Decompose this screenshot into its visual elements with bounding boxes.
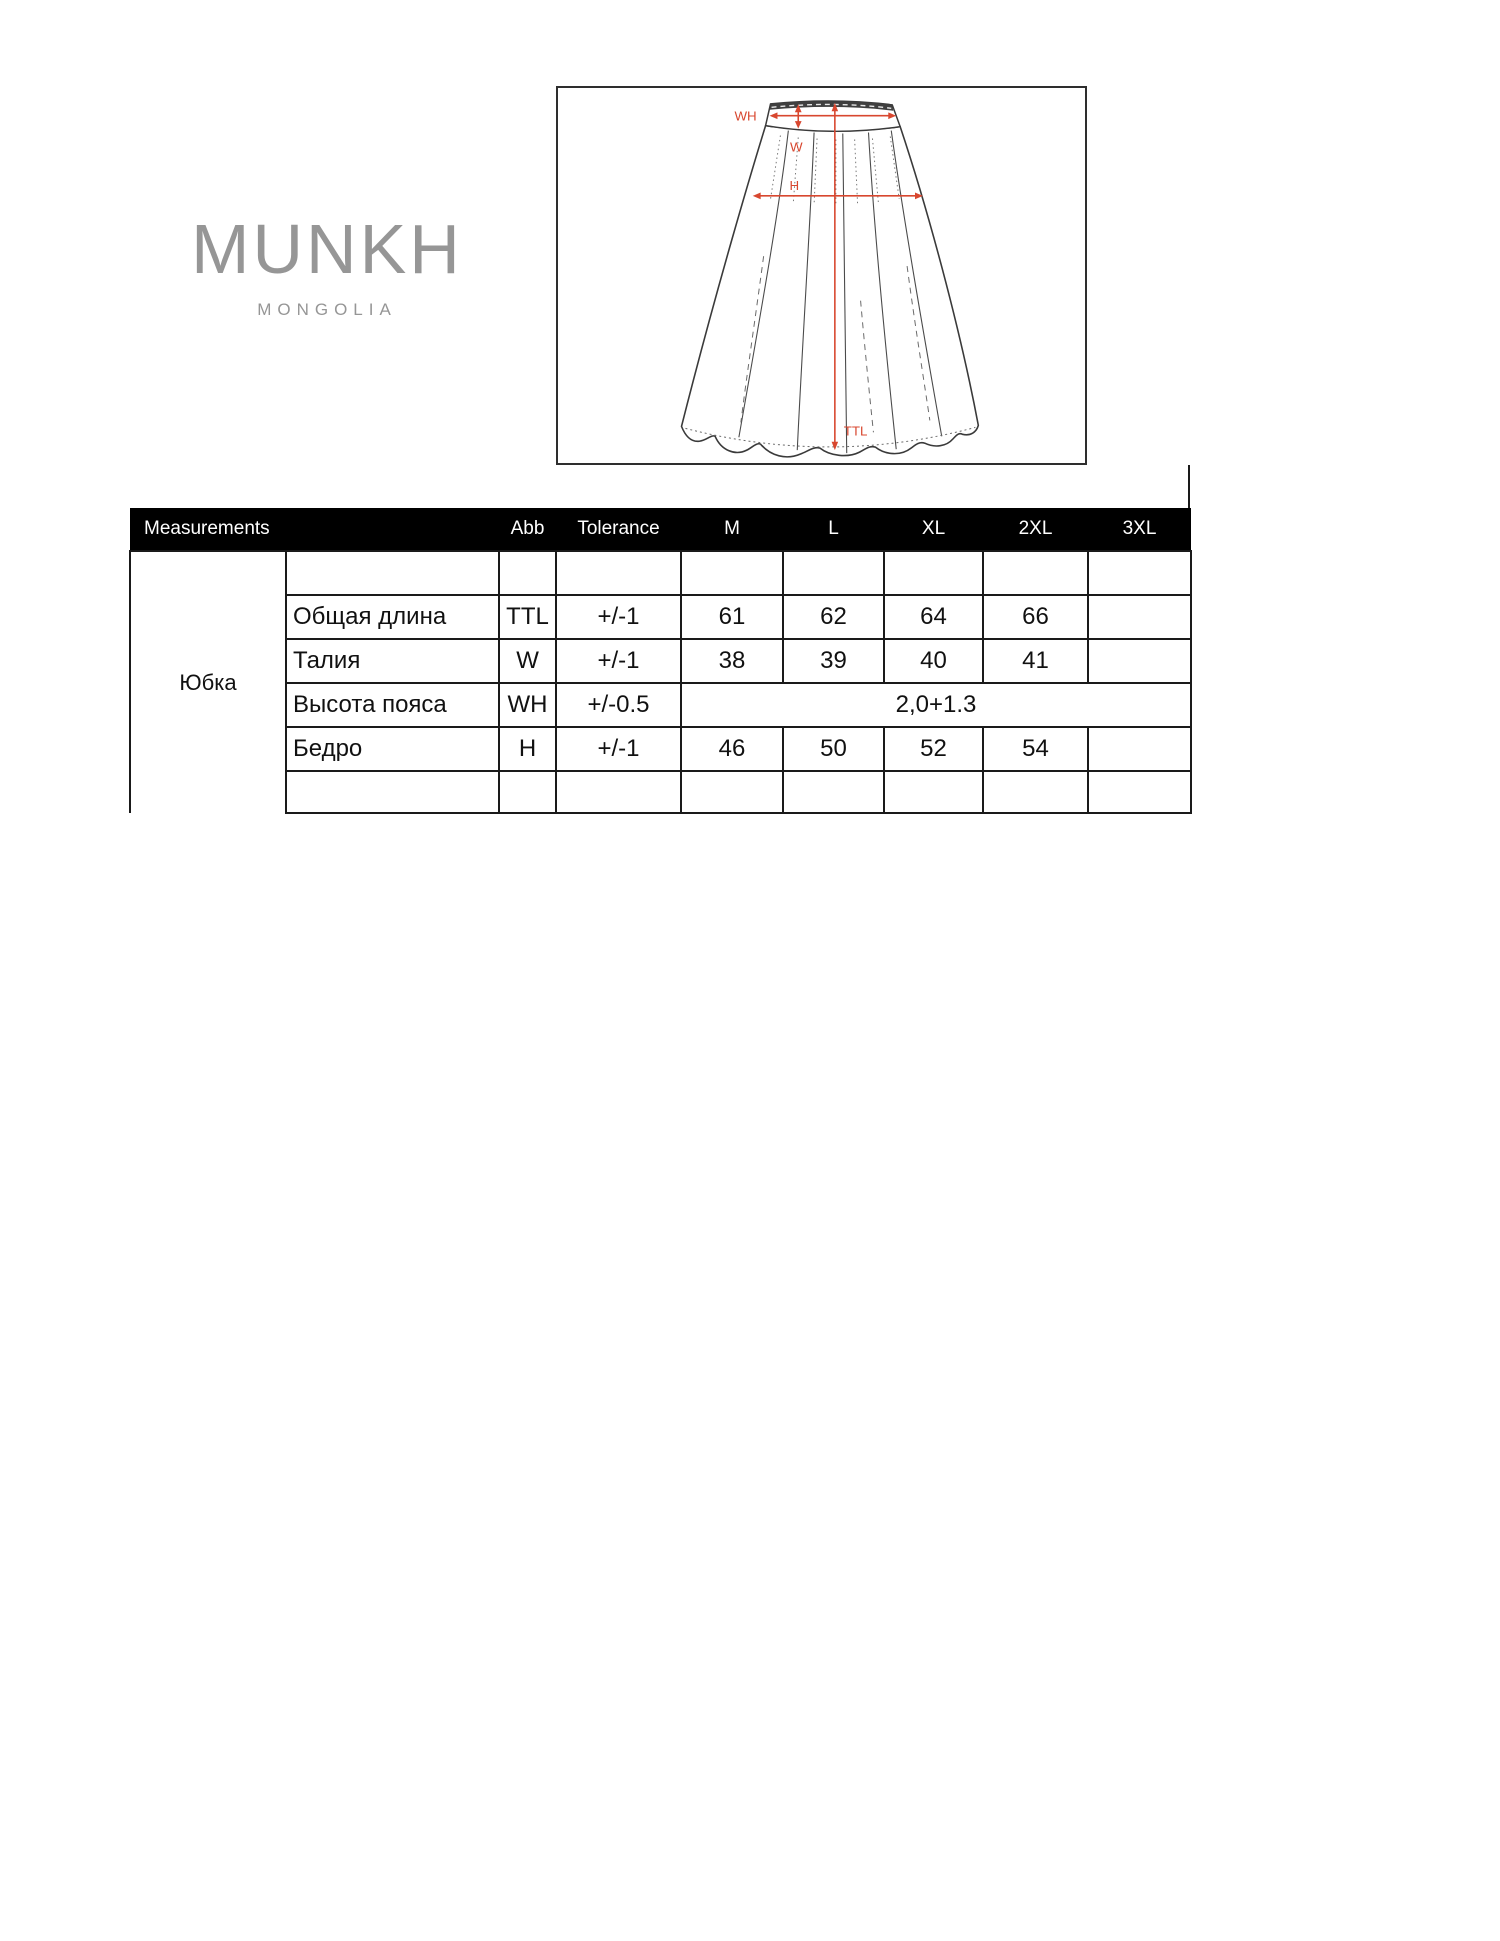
cell-size-m <box>680 550 785 596</box>
cell-size-m: 38 <box>680 638 785 684</box>
table-row-total-length: Общая длина TTL +/-1 61 62 64 66 <box>130 594 1193 640</box>
cell-size-l <box>782 550 886 596</box>
hip-arrowhead-right <box>915 192 923 200</box>
h-annotation-label: H <box>789 178 799 193</box>
table-row-hip: Бедро H +/-1 46 50 52 54 <box>130 726 1193 772</box>
cell-abb <box>498 550 558 596</box>
cell-tolerance: +/-0.5 <box>555 682 683 728</box>
cell-name: Общая длина <box>284 594 501 640</box>
measurements-table: Measurements Abb Tolerance M L XL 2XL 3X… <box>129 508 1193 814</box>
skirt-body-outline <box>680 124 980 458</box>
w-annotation-label: W <box>790 139 803 154</box>
cell-size-3xl <box>1087 770 1193 814</box>
cell-size-xl: 64 <box>883 594 985 640</box>
header-size-3xl: 3XL <box>1088 508 1192 551</box>
cell-size-2xl <box>982 770 1090 814</box>
brand-subtitle: MONGOLIA <box>257 300 397 319</box>
cell-abb: WH <box>498 682 558 728</box>
skirt-drape-dashes <box>740 256 931 433</box>
cell-size-3xl <box>1087 726 1193 772</box>
cell-size-l: 39 <box>782 638 886 684</box>
cell-size-xl <box>883 770 985 814</box>
header-tolerance: Tolerance <box>556 508 682 551</box>
header-size-l: L <box>783 508 885 551</box>
ttl-annotation-label: TTL <box>844 423 868 438</box>
skirt-line-drawing: WH W H TTL <box>680 100 980 458</box>
waistband-strip-dash <box>771 103 892 109</box>
brand-logo: MUNKH MONGOLIA <box>177 214 477 320</box>
waist-arrowhead-left <box>769 112 778 120</box>
cell-name: Талия <box>284 638 501 684</box>
cell-size-l <box>782 770 886 814</box>
cell-tolerance: +/-1 <box>555 726 683 772</box>
cell-name <box>284 770 501 814</box>
total-length-arrowhead-down <box>831 441 839 451</box>
waistband-height-arrowhead-down <box>794 121 802 129</box>
cell-tolerance <box>555 550 683 596</box>
cell-size-xl: 52 <box>883 726 985 772</box>
cell-size-3xl <box>1087 638 1193 684</box>
cell-abb: W <box>498 638 558 684</box>
table-row-spacer-top: Юбка <box>129 550 1193 813</box>
cell-abb <box>498 770 558 814</box>
cell-abb: TTL <box>498 594 558 640</box>
hip-arrowhead-left <box>752 192 761 200</box>
cell-name: Бедро <box>284 726 501 772</box>
skirt-fold-lines <box>738 130 943 454</box>
header-size-2xl: 2XL <box>983 508 1089 551</box>
total-length-arrowhead-up <box>831 102 839 112</box>
header-measurements: Measurements <box>130 508 500 551</box>
cell-size-2xl <box>982 550 1090 596</box>
brand-name: MUNKH <box>191 210 463 288</box>
cell-size-3xl <box>1087 594 1193 640</box>
group-cell-skirt: Юбка <box>129 550 287 813</box>
cell-merged-value: 2,0+1.3 <box>680 682 1193 728</box>
header-size-xl: XL <box>884 508 984 551</box>
measurement-annotations: WH W H TTL <box>734 102 923 451</box>
header-abb: Abb <box>499 508 557 551</box>
cell-size-xl <box>883 550 985 596</box>
table-row-spacer-bottom <box>130 770 1193 814</box>
wh-annotation-label: WH <box>734 109 756 124</box>
cell-size-2xl: 66 <box>982 594 1090 640</box>
waist-arrowhead-right <box>888 112 897 120</box>
cell-abb: H <box>498 726 558 772</box>
table-header-row: Measurements Abb Tolerance M L XL 2XL 3X… <box>130 508 1192 551</box>
header-size-m: M <box>681 508 784 551</box>
table-right-edge-line <box>1188 465 1190 510</box>
waistband-top-strip <box>769 100 894 111</box>
cell-name: Высота пояса <box>284 682 501 728</box>
cell-size-2xl: 54 <box>982 726 1090 772</box>
cell-tolerance: +/-1 <box>555 594 683 640</box>
cell-size-3xl <box>1087 550 1193 596</box>
cell-size-m: 46 <box>680 726 785 772</box>
waistband-height-arrowhead-up <box>794 104 802 113</box>
cell-size-l: 50 <box>782 726 886 772</box>
cell-name <box>284 550 501 596</box>
cell-size-2xl: 41 <box>982 638 1090 684</box>
table-row-waist: Талия W +/-1 38 39 40 41 <box>130 638 1193 684</box>
waist-gather-lines <box>770 135 900 205</box>
skirt-sketch-box: WH W H TTL <box>556 86 1087 465</box>
table-row-waistband-height: Высота пояса WH +/-0.5 2,0+1.3 <box>130 682 1193 728</box>
cell-size-m <box>680 770 785 814</box>
cell-size-l: 62 <box>782 594 886 640</box>
cell-size-m: 61 <box>680 594 785 640</box>
cell-size-xl: 40 <box>883 638 985 684</box>
cell-tolerance: +/-1 <box>555 638 683 684</box>
cell-tolerance <box>555 770 683 814</box>
